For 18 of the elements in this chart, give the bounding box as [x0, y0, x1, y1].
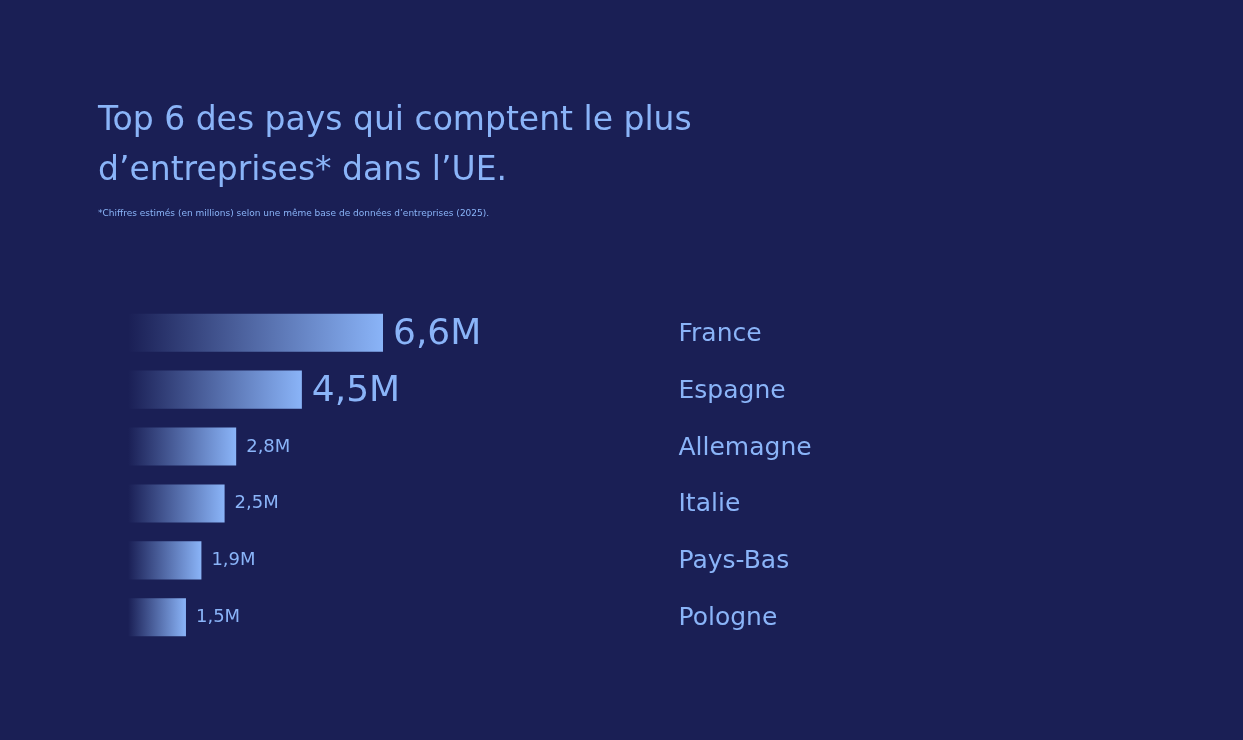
chart-title: Top 6 des pays qui comptent le plus d’entreprises* dans l’UE. [98, 98, 693, 190]
data-label: 1,9M [211, 548, 256, 570]
y-tick-label: Espagne [678, 374, 786, 404]
y-tick-label: Pays-Bas [678, 545, 790, 575]
y-tick-label: France [678, 317, 762, 347]
bar [128, 598, 186, 637]
data-label: 2,8M [246, 434, 291, 456]
bar [128, 427, 237, 466]
data-label: 4,5M [311, 367, 401, 409]
data-label: 1,5M [195, 605, 241, 627]
y-tick-label: Italie [678, 488, 741, 518]
data-label: 6,6M [393, 310, 482, 352]
data-label: 2,5M [234, 491, 279, 513]
y-tick-label: Pologne [678, 602, 778, 632]
chart-subtitle: *Chiffres estimés (en millions) selon une même base de données d’entreprises (2025). [98, 208, 490, 218]
bar [128, 541, 202, 580]
y-tick-label: Allemagne [678, 431, 812, 461]
bar [128, 484, 225, 523]
